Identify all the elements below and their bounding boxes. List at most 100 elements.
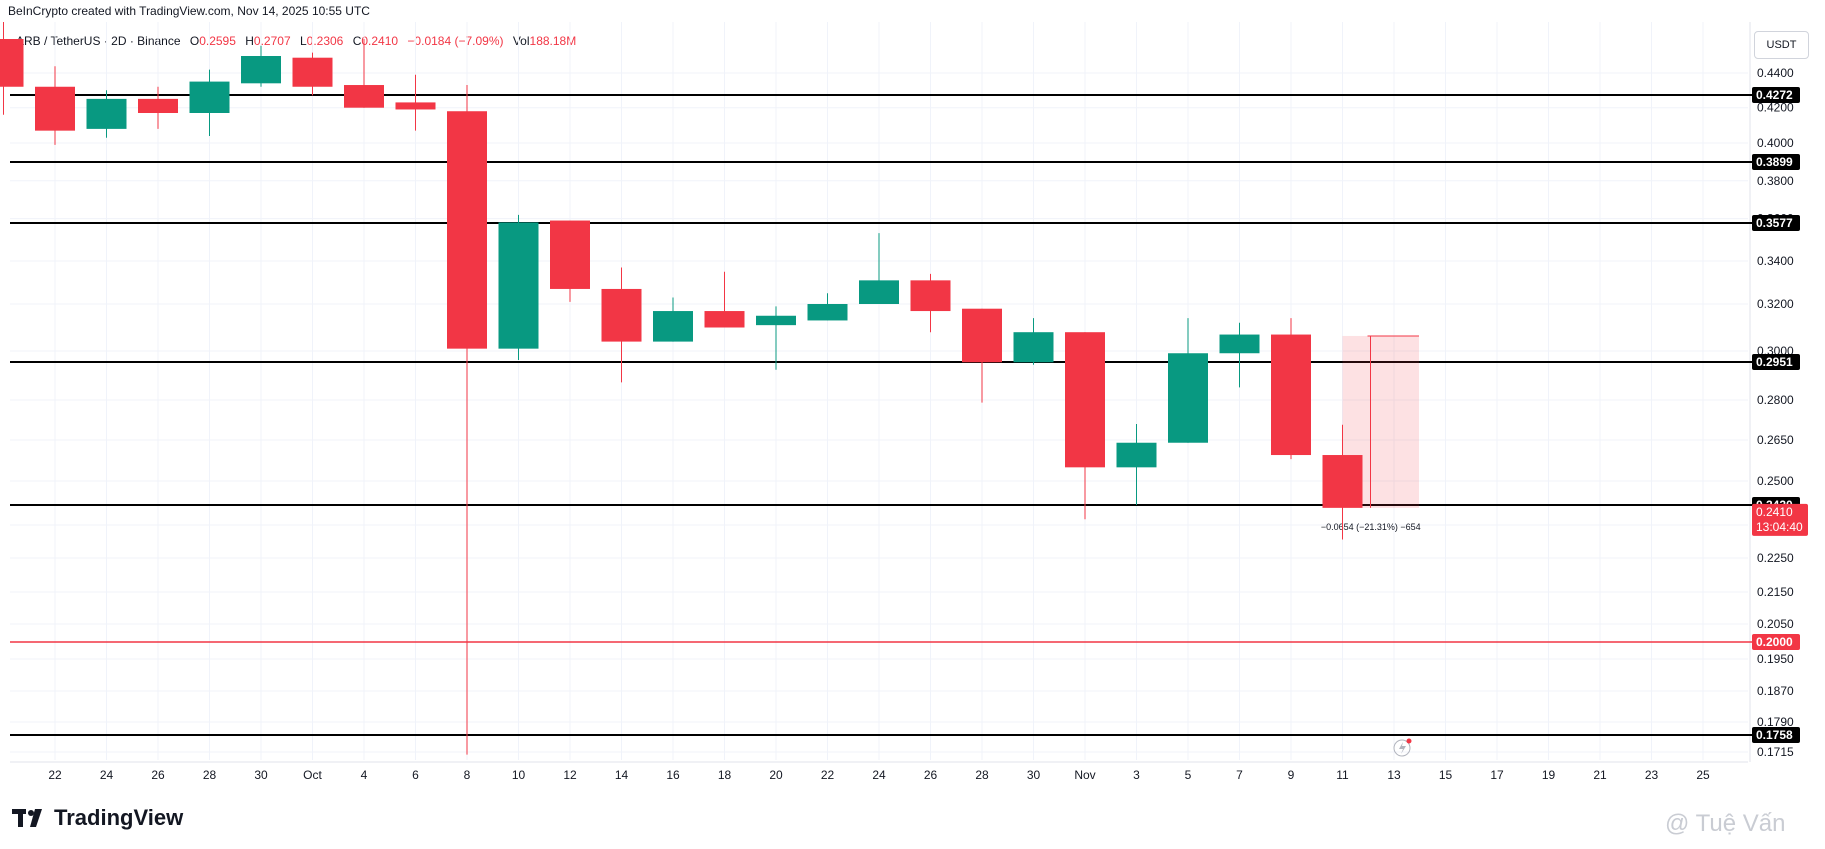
time-tick-label: 23 [1645,768,1659,782]
candle-body [704,311,745,328]
notification-dot [1406,738,1412,744]
time-tick-label: 13 [1387,768,1401,782]
time-tick-label: 11 [1336,768,1349,782]
level-price-tag-label: 0.3577 [1756,216,1793,230]
open-label: O [189,34,200,48]
level-price-tag-label: 0.2000 [1756,635,1793,649]
time-tick-label: 3 [1133,768,1140,782]
time-tick-label: 19 [1542,768,1556,782]
currency-unit-button[interactable]: USDT [1754,31,1809,59]
price-tick-label: 0.3400 [1757,254,1794,268]
candle-body [807,304,848,321]
candle-body [498,222,539,349]
candle-body [0,39,24,87]
candle-body [241,56,281,84]
candle-body [910,280,951,312]
time-tick-label: 22 [821,768,835,782]
chart-misc [1393,738,1412,757]
price-tick-label: 0.2150 [1757,585,1794,599]
time-tick-label: 21 [1593,768,1607,782]
time-tick-label: 12 [563,768,577,782]
low-label: L [299,34,307,48]
price-tick-label: 0.2050 [1757,617,1794,631]
level-price-tag [1752,87,1800,103]
time-tick-label: 28 [203,768,217,782]
candle-body [601,288,642,342]
countdown-label: 13:04:40 [1756,520,1803,534]
candle-body [550,220,590,289]
ohlc-legend: ARB / TetherUS · 2D · Binance O0.2595 H0… [16,34,576,48]
candle-body [653,311,693,342]
time-axis: 22 24 26 28 30 Oct 4 6 8 10 12 14 16 18 20 22 24 26 28 30 No… [48,768,1710,782]
time-tick-label: 25 [1696,768,1710,782]
high-value: 0.2707 [253,34,291,48]
close-value: 0.2410 [361,34,399,48]
price-tick-label: 0.1715 [1757,745,1794,759]
candle-body [1065,332,1105,468]
candle-body [1116,442,1157,468]
level-labels: 0.42720.38990.35770.29510.24200.20000.17… [1752,87,1808,743]
chart-credit: BeInCrypto created with TradingView.com,… [8,4,370,18]
price-tick-label: 0.2500 [1757,474,1794,488]
candle-body [1271,334,1311,456]
time-tick-label: Nov [1074,768,1095,782]
level-price-tag [1752,154,1800,170]
price-tick-label: 0.1790 [1757,715,1794,729]
measure-label: −0.0654 (−21.31%) −654 [1321,522,1421,532]
time-tick-label: 16 [666,768,680,782]
price-tick-label: 0.2800 [1757,393,1794,407]
time-tick-label: 26 [924,768,938,782]
candle-body [859,280,899,304]
level-price-tag-label: 0.2951 [1756,355,1793,369]
candle-body [344,85,384,108]
candle-body [756,315,796,326]
low-value: 0.2306 [306,34,344,48]
candle-body [395,102,436,110]
candle-body [1168,353,1208,443]
time-tick-label: 22 [48,768,62,782]
tradingview-logo-icon [12,809,42,827]
price-tick-label: 0.1950 [1757,652,1794,666]
time-tick-label: 18 [718,768,732,782]
price-tick-label: 0.2650 [1757,433,1794,447]
candle-body [447,111,487,349]
brand-name: TradingView [54,805,184,830]
tradingview-brand[interactable]: TradingView [12,805,183,831]
time-tick-label: Oct [303,768,322,782]
level-price-tag-label: 0.3899 [1756,155,1793,169]
time-tick-label: 24 [100,768,114,782]
level-price-tag [1752,727,1800,743]
price-tick-label: 0.4400 [1757,66,1794,80]
change-value: −0.0184 (−7.09%) [407,34,504,48]
symbol-label[interactable]: ARB / TetherUS · 2D · Binance [16,34,181,48]
time-tick-label: 7 [1236,768,1243,782]
time-tick-label: 10 [512,768,526,782]
open-value: 0.2595 [199,34,236,48]
level-price-tag-label: 0.1758 [1756,728,1793,742]
candle-body [1219,334,1260,354]
level-price-tag [1752,354,1800,370]
level-price-tag [1752,634,1800,650]
time-tick-label: 4 [361,768,368,782]
chart-grid [10,22,1751,763]
candle-body [962,308,1002,363]
time-tick-label: 26 [151,768,165,782]
time-tick-label: 5 [1185,768,1192,782]
price-tick-label: 0.3200 [1757,297,1794,311]
high-label: H [245,34,254,48]
close-label: C [352,34,362,48]
time-tick-label: 24 [872,768,886,782]
time-tick-label: 15 [1439,768,1453,782]
price-tick-label: 0.4200 [1757,101,1794,115]
candle-body [35,86,75,131]
level-price-tag [1752,215,1800,231]
last-price-tag [1752,503,1808,536]
price-tick-label: 0.2250 [1757,551,1794,565]
candle-body [86,98,127,129]
last-price-label: 0.2410 [1756,505,1793,519]
level-price-tag-label: 0.4272 [1756,88,1793,102]
lightning-icon-glyph [1399,742,1406,754]
horizontal-levels [10,94,1752,736]
watermark: @ Tuệ Vấn [1665,810,1786,837]
